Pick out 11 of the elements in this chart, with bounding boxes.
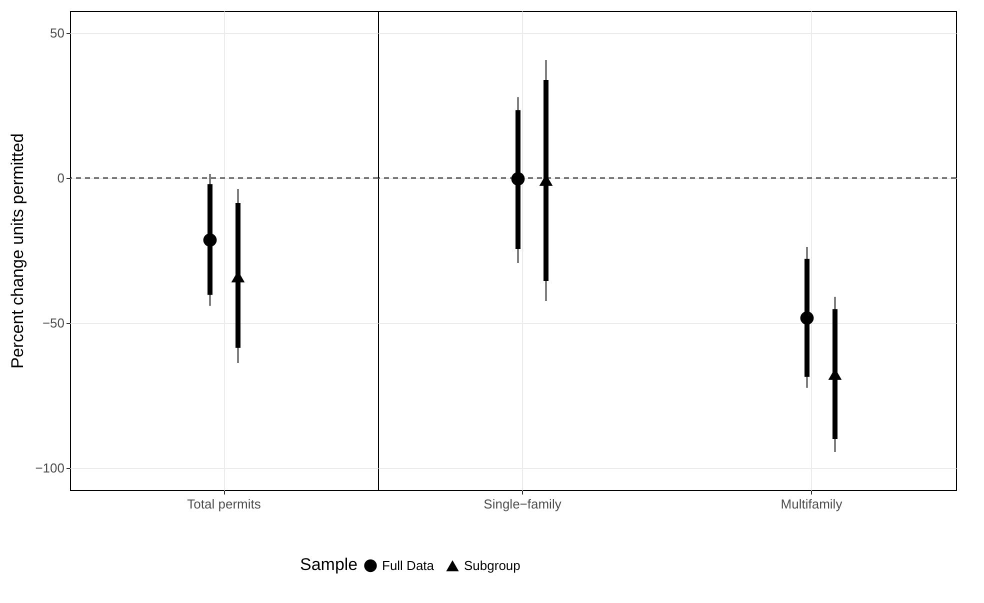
- x-tick-label: Single−family: [484, 496, 562, 512]
- y-tick-label: −50: [42, 315, 64, 330]
- legend-label: Subgroup: [464, 558, 520, 573]
- y-axis-title: Percent change units permitted: [8, 133, 28, 369]
- legend-label: Full Data: [382, 558, 435, 573]
- y-tick-label: 50: [50, 26, 64, 41]
- x-tick-label: Total permits: [187, 496, 262, 512]
- y-tick-label: 0: [57, 170, 64, 186]
- x-tick-label: Multifamily: [780, 496, 843, 512]
- y-tick-label: −100: [35, 460, 64, 476]
- legend-title: Sample: [300, 555, 358, 574]
